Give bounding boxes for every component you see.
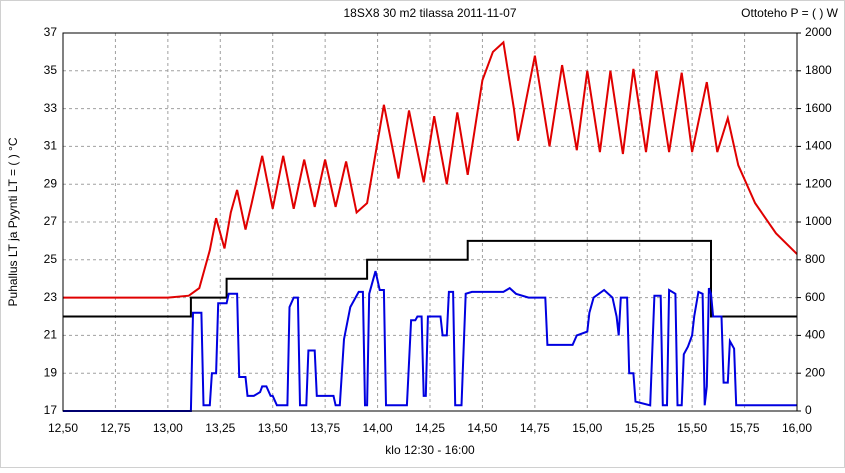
y-tick-label: 29: [44, 176, 58, 190]
y-tick-label: 17: [44, 403, 58, 417]
x-tick-label: 14,50: [467, 421, 497, 435]
x-tick-label: 13,00: [153, 421, 183, 435]
y-tick-label: 25: [44, 252, 58, 266]
x-tick-label: 12,50: [48, 421, 78, 435]
y2-tick-label: 1600: [805, 101, 832, 115]
y-tick-label: 27: [44, 214, 58, 228]
y2-tick-label: 1000: [805, 214, 832, 228]
y2-tick-label: 1200: [805, 176, 832, 190]
x-tick-label: 15,50: [677, 421, 707, 435]
series-line: [63, 270, 797, 412]
x-tick-label: 16,00: [782, 421, 812, 435]
y2-tick-label: 1800: [805, 63, 832, 77]
y-tick-label: 21: [44, 328, 58, 342]
y2-tick-label: 600: [805, 290, 825, 304]
y2-tick-label: 0: [805, 403, 812, 417]
x-tick-label: 15,25: [625, 421, 655, 435]
x-axis-title: klo 12:30 - 16:00: [385, 443, 475, 457]
y2-tick-label: 1400: [805, 139, 832, 153]
y-tick-label: 33: [44, 101, 58, 115]
y-axis-title: Puhallus LT ja Pyynti LT = ( ) °C: [6, 137, 20, 306]
series-line: [63, 239, 797, 318]
x-tick-label: 14,00: [363, 421, 393, 435]
y-tick-label: 23: [44, 290, 58, 304]
x-tick-label: 12,75: [100, 421, 130, 435]
y-tick-label: 19: [44, 365, 58, 379]
y-tick-label: 35: [44, 63, 58, 77]
y-tick-label: 31: [44, 139, 58, 153]
y2-tick-label: 200: [805, 365, 825, 379]
y2-axis-title: Ottoteho P = ( ) W: [741, 6, 838, 20]
series-line: [63, 40, 798, 299]
x-tick-label: 13,50: [258, 421, 288, 435]
y2-tick-label: 400: [805, 328, 825, 342]
plot-border: [62, 32, 798, 412]
x-tick-label: 14,75: [520, 421, 550, 435]
y2-tick-label: 800: [805, 252, 825, 266]
x-tick-label: 15,00: [572, 421, 602, 435]
x-tick-label: 15,75: [730, 421, 760, 435]
x-tick-label: 13,25: [205, 421, 235, 435]
x-tick-label: 13,75: [310, 421, 340, 435]
y2-tick-label: 2000: [805, 25, 832, 39]
chart-title: 18SX8 30 m2 tilassa 2011-11-07: [344, 6, 517, 20]
x-tick-label: 14,25: [415, 421, 445, 435]
y-tick-label: 37: [44, 25, 58, 39]
